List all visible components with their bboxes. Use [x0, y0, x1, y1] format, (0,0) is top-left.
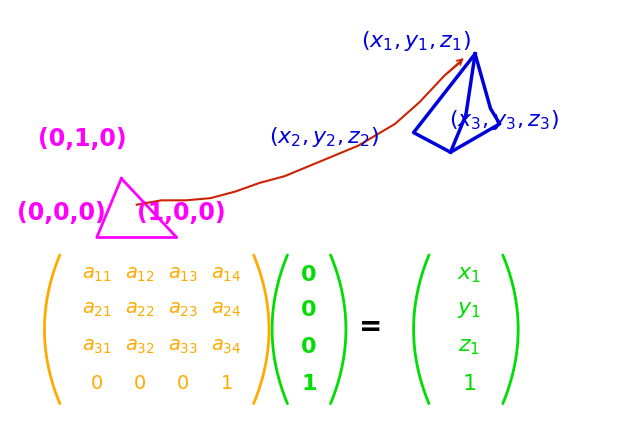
Text: $a_{12}$: $a_{12}$ [125, 265, 154, 284]
Text: $(x_1,y_1,z_1)$: $(x_1,y_1,z_1)$ [362, 29, 471, 53]
Text: $0$: $0$ [90, 374, 103, 393]
Text: $0$: $0$ [133, 374, 146, 393]
Text: $a_{13}$: $a_{13}$ [168, 265, 198, 284]
Text: (1,0,0): (1,0,0) [137, 201, 226, 225]
Text: $a_{34}$: $a_{34}$ [211, 337, 241, 356]
Text: 0: 0 [301, 337, 317, 357]
Text: $a_{31}$: $a_{31}$ [82, 337, 112, 356]
Text: $0$: $0$ [176, 374, 189, 393]
Text: =: = [359, 313, 382, 341]
Text: $z_1$: $z_1$ [458, 337, 480, 357]
Text: $a_{14}$: $a_{14}$ [211, 265, 241, 284]
Text: $a_{33}$: $a_{33}$ [168, 337, 198, 356]
Text: $a_{21}$: $a_{21}$ [82, 300, 112, 319]
Text: $a_{24}$: $a_{24}$ [211, 300, 241, 319]
Text: 0: 0 [301, 300, 317, 319]
Text: $1$: $1$ [219, 374, 232, 393]
Text: $(x_2,y_2,z_2)$: $(x_2,y_2,z_2)$ [269, 125, 379, 150]
Text: 0: 0 [301, 264, 317, 285]
Text: $a_{11}$: $a_{11}$ [82, 265, 112, 284]
Text: (0,0,0): (0,0,0) [17, 201, 106, 225]
Text: $a_{32}$: $a_{32}$ [125, 337, 154, 356]
Text: (0,1,0): (0,1,0) [38, 127, 127, 150]
Text: $(x_3,y_3,z_3)$: $(x_3,y_3,z_3)$ [449, 108, 559, 132]
Text: 1: 1 [301, 374, 317, 394]
Text: $a_{22}$: $a_{22}$ [125, 300, 154, 319]
Text: $x_1$: $x_1$ [457, 264, 481, 285]
Text: $a_{23}$: $a_{23}$ [168, 300, 198, 319]
Text: $y_1$: $y_1$ [457, 300, 481, 319]
Text: $1$: $1$ [462, 374, 476, 394]
